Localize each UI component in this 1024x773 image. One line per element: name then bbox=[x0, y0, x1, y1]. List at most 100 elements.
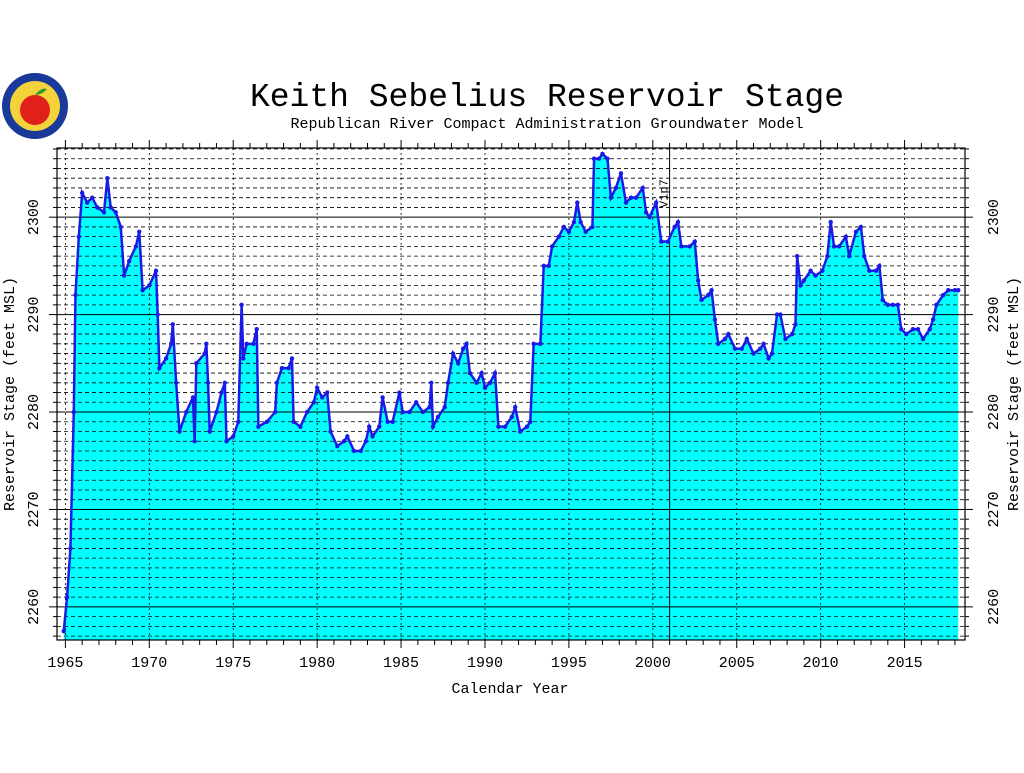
data-point bbox=[482, 385, 488, 390]
data-point bbox=[546, 263, 551, 269]
data-point bbox=[289, 356, 295, 361]
data-point bbox=[549, 244, 555, 249]
data-point bbox=[76, 234, 82, 239]
data-point bbox=[699, 297, 704, 303]
data-point bbox=[934, 302, 939, 308]
data-point bbox=[407, 409, 412, 415]
data-point bbox=[590, 224, 595, 230]
data-point bbox=[380, 395, 385, 400]
data-point bbox=[605, 156, 610, 161]
data-point bbox=[177, 429, 182, 434]
data-point bbox=[904, 331, 909, 337]
y-tick-label: 2260 bbox=[26, 589, 43, 625]
data-point bbox=[920, 336, 926, 342]
data-point bbox=[155, 312, 160, 317]
data-point bbox=[591, 156, 597, 161]
data-point bbox=[628, 195, 634, 200]
data-point bbox=[556, 234, 562, 239]
data-point bbox=[427, 404, 432, 410]
data-point bbox=[509, 414, 515, 420]
data-point bbox=[496, 424, 501, 429]
data-point bbox=[716, 341, 721, 347]
plot-frame bbox=[56, 147, 966, 641]
data-point bbox=[113, 210, 118, 215]
data-point bbox=[528, 419, 533, 424]
data-point bbox=[325, 390, 330, 395]
data-point bbox=[190, 395, 196, 400]
data-point bbox=[291, 419, 296, 424]
data-point bbox=[474, 380, 479, 385]
y2-tick-label: 2260 bbox=[986, 589, 1003, 625]
data-point bbox=[435, 414, 441, 420]
data-point bbox=[600, 151, 605, 157]
data-point bbox=[140, 288, 145, 293]
y2-tick-label: 2280 bbox=[986, 394, 1003, 430]
data-point bbox=[880, 297, 885, 303]
data-point bbox=[279, 365, 285, 371]
y2-tick-label: 2300 bbox=[986, 199, 1003, 235]
x-tick-label: 1980 bbox=[299, 655, 335, 672]
data-point bbox=[222, 380, 228, 385]
data-point bbox=[254, 327, 259, 332]
data-point bbox=[794, 253, 800, 259]
data-point bbox=[445, 380, 451, 385]
data-point bbox=[366, 424, 372, 429]
data-point bbox=[575, 200, 580, 205]
data-point bbox=[79, 190, 85, 196]
data-point bbox=[487, 380, 493, 385]
data-point bbox=[828, 219, 833, 225]
data-point bbox=[244, 341, 249, 347]
data-point bbox=[170, 322, 176, 327]
data-point bbox=[214, 409, 219, 415]
data-point bbox=[460, 346, 466, 351]
data-point bbox=[239, 302, 244, 308]
data-point bbox=[479, 370, 484, 376]
logo bbox=[2, 73, 68, 139]
y2-tick-label: 2290 bbox=[986, 297, 1003, 333]
data-point bbox=[862, 253, 867, 259]
data-point bbox=[413, 400, 419, 405]
data-point bbox=[596, 156, 602, 161]
data-point bbox=[314, 385, 320, 390]
data-point bbox=[885, 302, 890, 308]
data-point bbox=[224, 439, 229, 444]
data-point bbox=[73, 292, 78, 298]
data-point bbox=[853, 229, 859, 234]
data-point bbox=[400, 409, 405, 415]
data-point bbox=[820, 268, 825, 273]
x-tick-label: 1985 bbox=[383, 655, 419, 672]
data-point bbox=[192, 439, 197, 444]
data-point bbox=[877, 263, 882, 269]
data-point bbox=[236, 419, 241, 424]
data-point bbox=[659, 239, 664, 244]
data-point bbox=[751, 351, 756, 356]
x-tick-label: 2015 bbox=[887, 655, 923, 672]
data-point bbox=[583, 229, 588, 234]
data-point bbox=[665, 239, 671, 244]
data-point bbox=[118, 224, 123, 230]
data-point bbox=[205, 380, 211, 385]
data-point bbox=[541, 263, 546, 269]
data-point bbox=[761, 341, 766, 347]
data-point bbox=[712, 317, 718, 322]
data-point bbox=[184, 409, 189, 415]
y-tick-label: 2300 bbox=[26, 199, 43, 235]
data-point bbox=[726, 331, 731, 337]
data-point bbox=[363, 439, 369, 444]
data-point bbox=[64, 594, 70, 600]
x-axis-label: Calendar Year bbox=[451, 681, 568, 698]
data-point bbox=[672, 224, 677, 230]
data-point bbox=[643, 210, 649, 215]
data-point bbox=[335, 443, 340, 449]
data-point bbox=[377, 424, 382, 429]
chart-subtitle: Republican River Compact Administration … bbox=[290, 116, 803, 133]
data-point bbox=[420, 409, 426, 415]
data-point bbox=[90, 195, 95, 200]
data-point bbox=[813, 273, 818, 278]
data-point bbox=[692, 239, 697, 244]
y2-axis-label: Reservoir Stage (feet MSL) bbox=[1006, 277, 1023, 511]
data-point bbox=[899, 327, 904, 332]
data-point bbox=[442, 404, 447, 410]
data-point bbox=[910, 327, 916, 332]
